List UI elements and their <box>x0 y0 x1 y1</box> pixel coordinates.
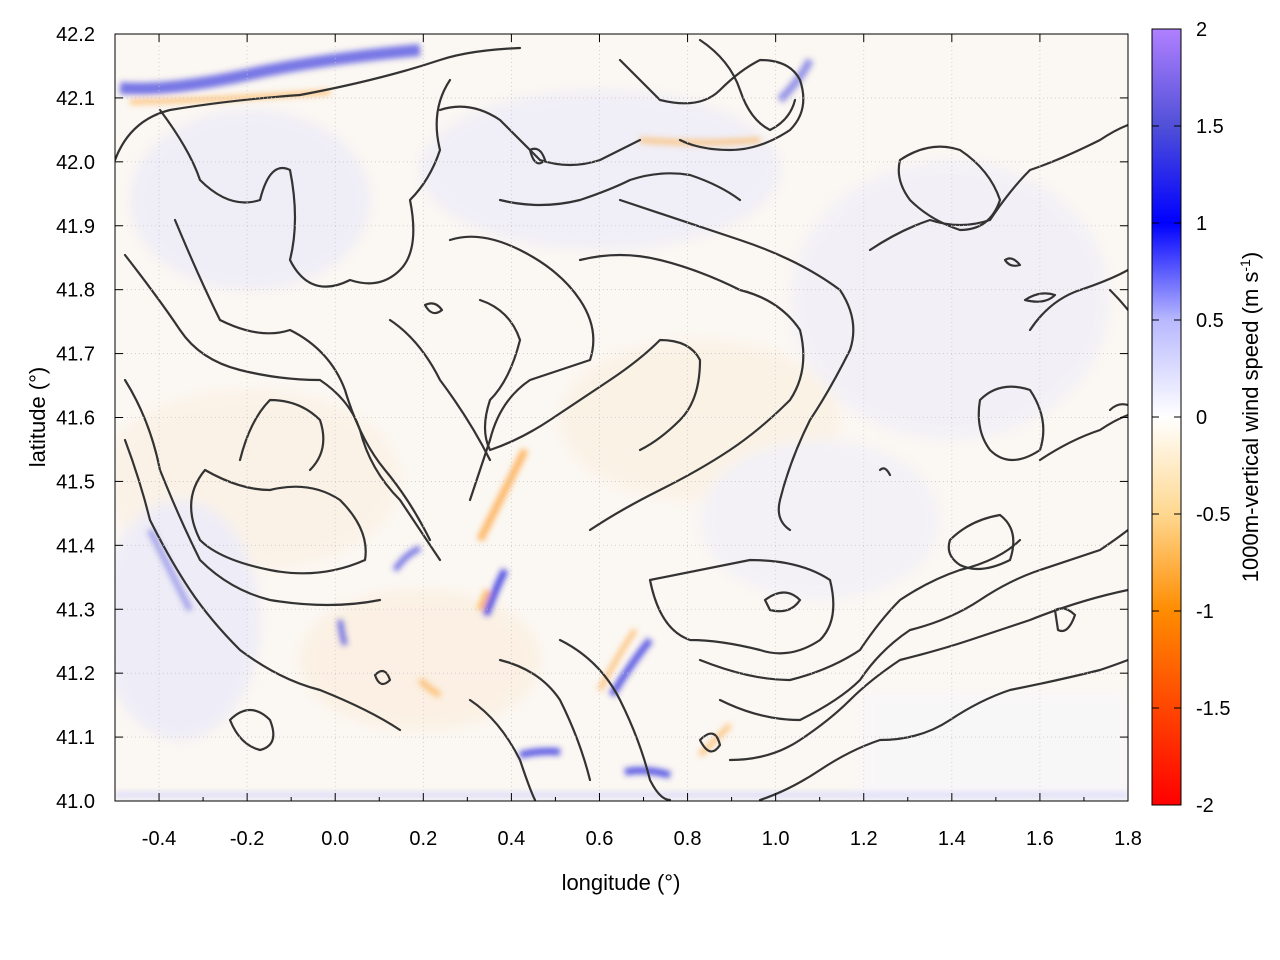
y-tick-label: 41.8 <box>56 280 95 302</box>
y-tick-label: 41.1 <box>56 727 95 749</box>
y-tick-label: 41.4 <box>56 535 95 557</box>
x-tick-label: 1.2 <box>850 828 878 850</box>
colorbar-tick-label: -0.5 <box>1196 504 1230 526</box>
colorbar-title-suffix: ) <box>1238 252 1263 259</box>
y-tick-label: 42.0 <box>56 152 95 174</box>
elevation-contours <box>115 38 1128 801</box>
heatmap-field <box>115 34 1128 801</box>
colorbar-title-main: 1000m-vertical wind speed (m s <box>1238 272 1263 583</box>
y-tick-label: 41.5 <box>56 471 95 493</box>
y-tick-label: 41.9 <box>56 216 95 238</box>
x-tick-label: 1.8 <box>1114 828 1142 850</box>
x-tick-label: 0.2 <box>409 828 437 850</box>
colorbar-tick-label: 0.5 <box>1196 310 1224 332</box>
colorbar-tick-label: 2 <box>1196 19 1207 41</box>
x-axis: -0.4 -0.2 0.0 0.2 0.4 0.6 0.8 1.0 1.2 1.4 1.6 1.8 <box>142 34 1142 850</box>
y-tick-label: 42.1 <box>56 88 95 110</box>
x-tick-label: 0.8 <box>674 828 702 850</box>
colorbar-title-superscript: -1 <box>1237 259 1253 272</box>
colorbar-tick-label: 0 <box>1196 407 1207 429</box>
y-axis-title: latitude (°) <box>25 367 50 468</box>
x-axis-title: longitude (°) <box>562 870 681 895</box>
colorbar-tick-label: -1 <box>1196 601 1214 623</box>
y-tick-label: 41.3 <box>56 599 95 621</box>
y-axis: 41.0 41.1 41.2 41.3 41.4 41.5 41.6 41.7 41.8 41.9… <box>56 24 1128 813</box>
colorbar-axis: -2 -1.5 -1 -0.5 0 0.5 1 1.5 2 <box>1152 19 1230 817</box>
y-tick-label: 41.2 <box>56 663 95 685</box>
x-tick-label: 0.4 <box>497 828 525 850</box>
colorbar-tick-label: 1 <box>1196 213 1207 235</box>
x-tick-label: 1.6 <box>1026 828 1054 850</box>
y-tick-label: 42.2 <box>56 24 95 46</box>
x-tick-label: -0.4 <box>142 828 176 850</box>
x-tick-label: 1.4 <box>938 828 966 850</box>
x-tick-label: 1.0 <box>762 828 790 850</box>
colorbar-tick-label: -2 <box>1196 795 1214 817</box>
x-tick-label: -0.2 <box>230 828 264 850</box>
colorbar-tick-label: -1.5 <box>1196 698 1230 720</box>
y-tick-label: 41.0 <box>56 791 95 813</box>
colorbar-title: 1000m-vertical wind speed (m s-1) <box>1237 252 1263 582</box>
x-tick-label: 0.0 <box>321 828 349 850</box>
x-tick-label: 0.6 <box>586 828 614 850</box>
y-tick-label: 41.6 <box>56 408 95 430</box>
colorbar-tick-label: 1.5 <box>1196 116 1224 138</box>
y-tick-label: 41.7 <box>56 344 95 366</box>
